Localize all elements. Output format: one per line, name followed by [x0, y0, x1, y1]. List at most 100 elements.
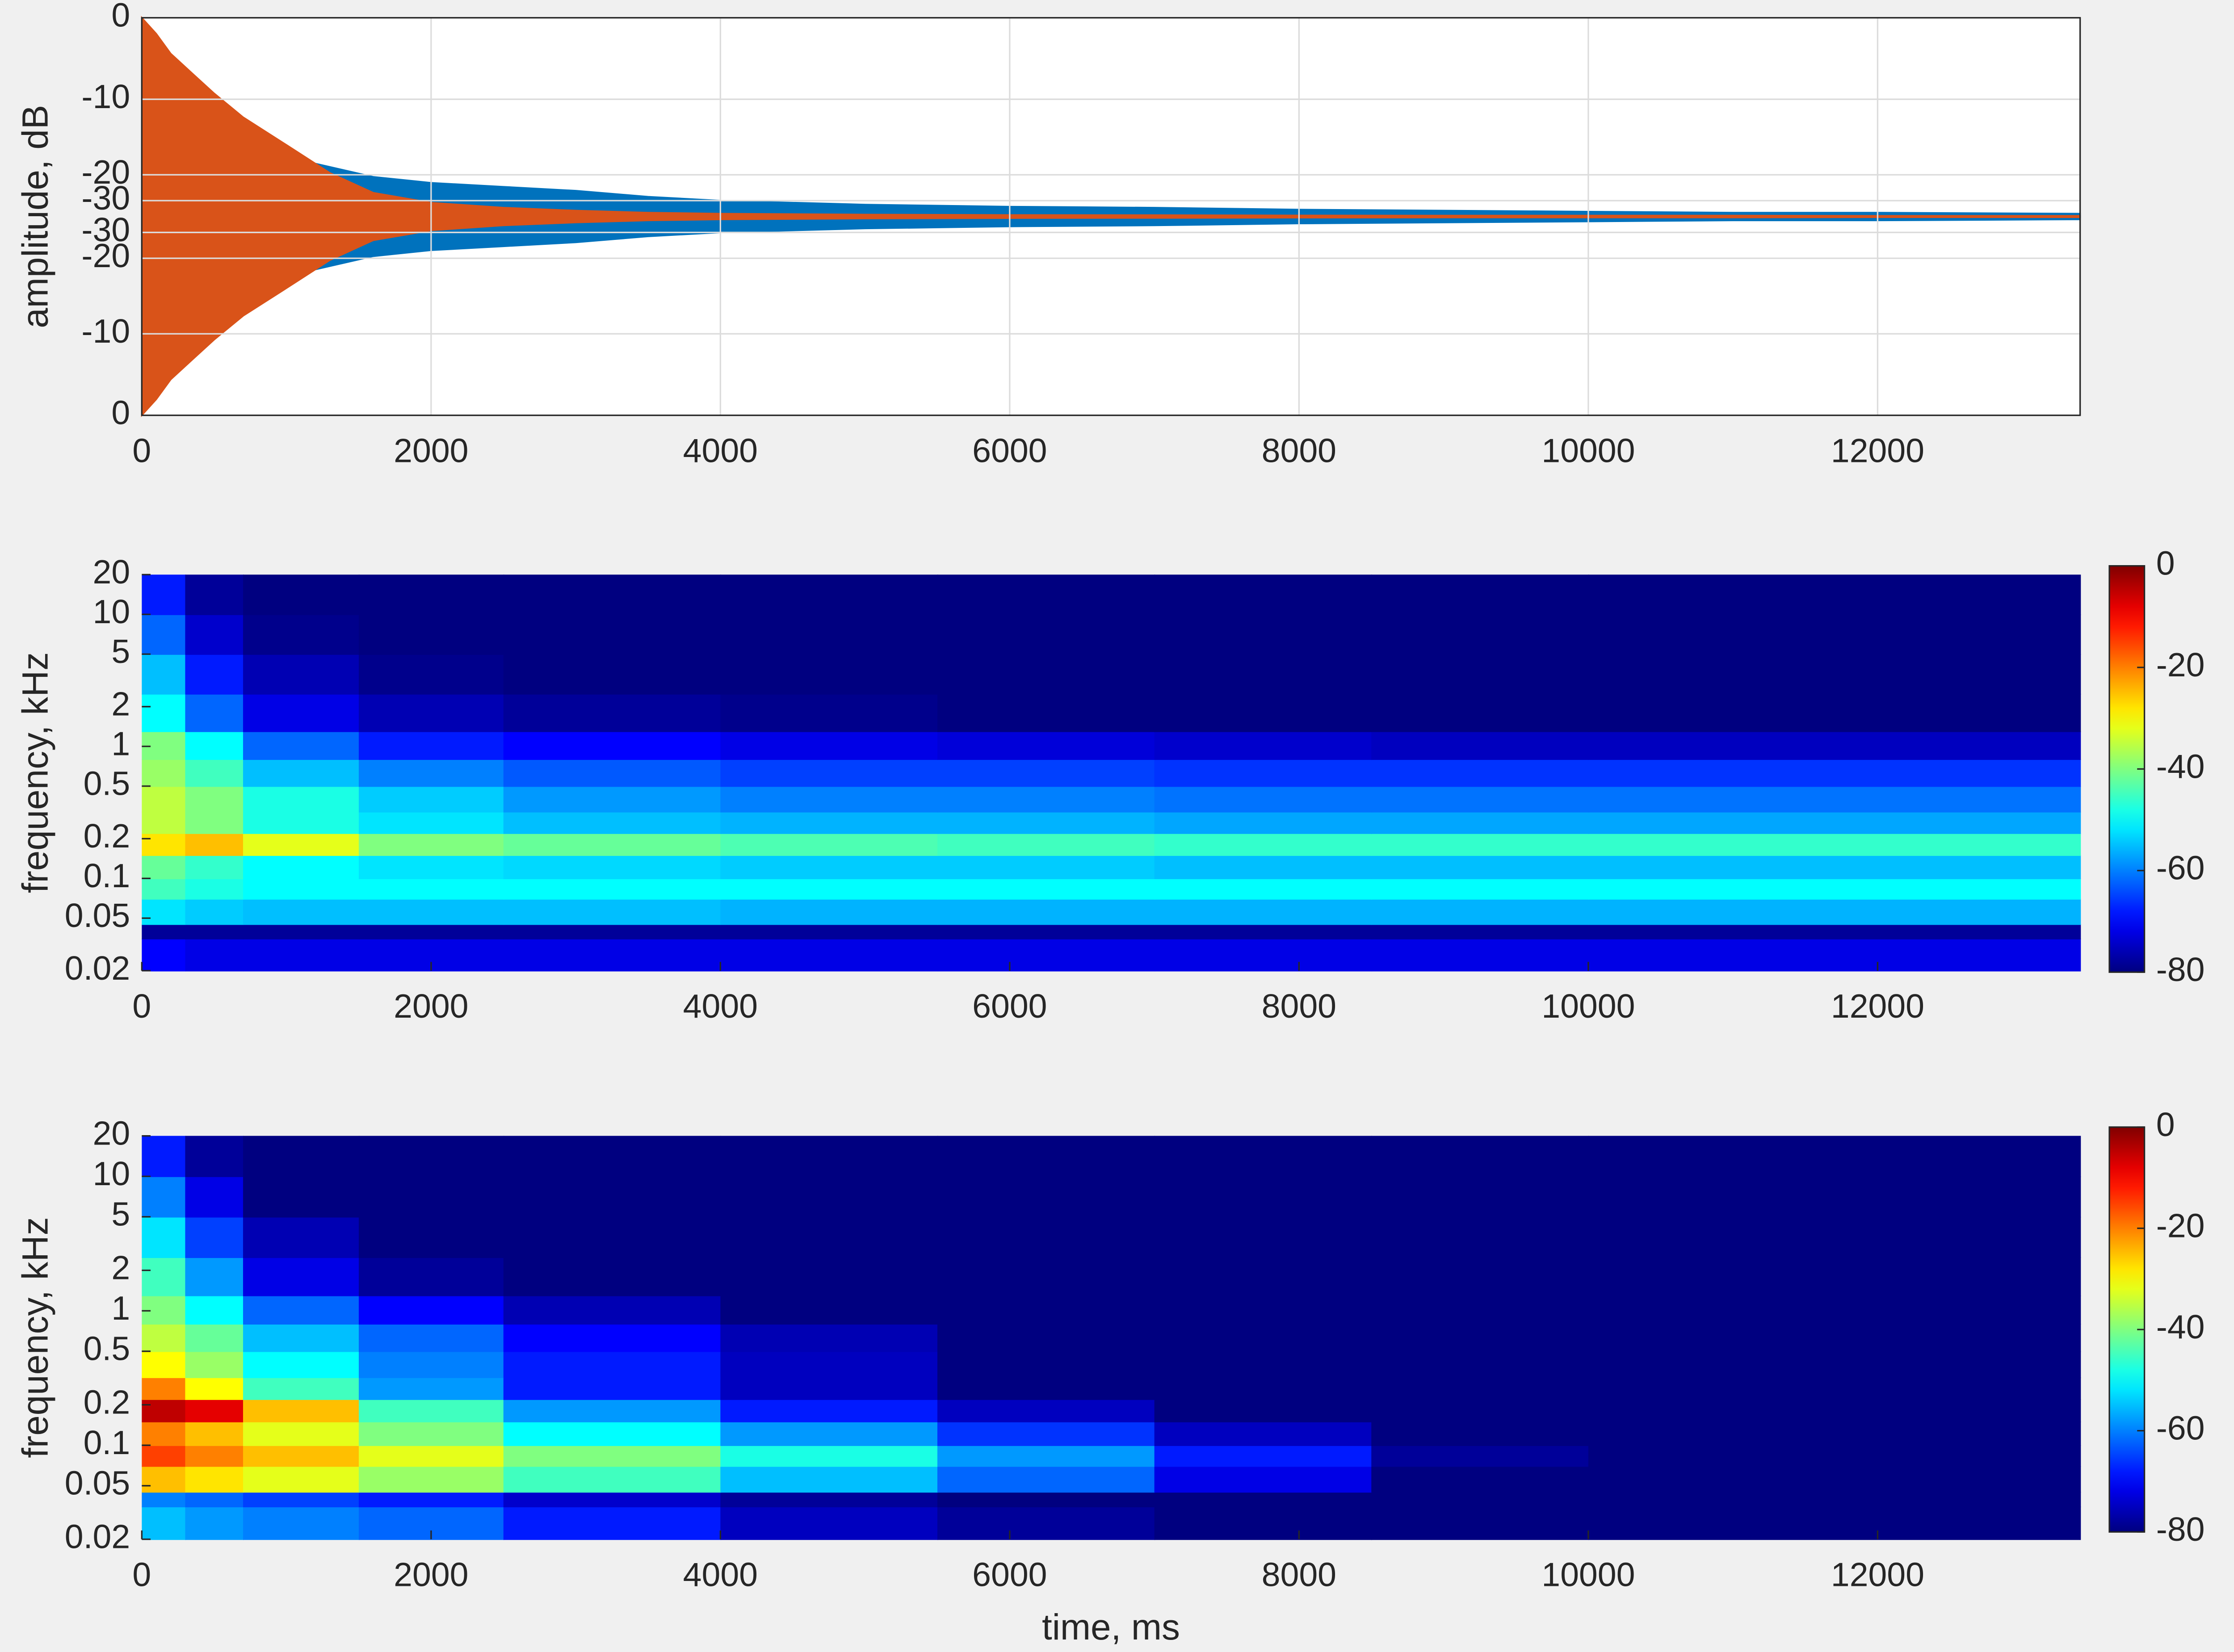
heat-cell — [720, 614, 938, 655]
heat-cell — [142, 924, 186, 939]
x-tick-label: 4000 — [683, 432, 758, 470]
heat-cell — [1588, 833, 2081, 856]
heat-cell — [1154, 812, 1372, 834]
heat-cell — [243, 1216, 360, 1258]
heat-cell — [503, 1492, 721, 1508]
x-tick-label: 2000 — [394, 1556, 468, 1593]
heat-cell — [358, 759, 504, 787]
heat-cell — [1154, 1136, 1372, 1177]
heat-cell — [142, 939, 186, 972]
heat-cell — [358, 1377, 504, 1400]
y-tick-label: 1 — [111, 1289, 130, 1327]
heat-cell — [243, 924, 360, 939]
heat-cell — [358, 1351, 504, 1378]
heat-cell — [1371, 939, 1589, 972]
y-tick-label: 0.1 — [84, 857, 130, 894]
heat-cell — [503, 855, 721, 879]
heat-cell — [1371, 1324, 1589, 1352]
x-tick-label: 12000 — [1831, 987, 1924, 1025]
heat-cell — [142, 614, 186, 655]
heat-cell — [1154, 833, 1372, 856]
heat-cell — [503, 1136, 721, 1177]
heat-cell — [720, 812, 938, 834]
colorbar-tick-label: -40 — [2156, 747, 2205, 785]
heat-cell — [358, 878, 504, 900]
heat-cell — [185, 694, 244, 732]
heat-cell — [185, 574, 244, 615]
y-tick-label: 0.05 — [65, 1464, 130, 1502]
heat-cell — [720, 1421, 938, 1446]
x-tick-label: 2000 — [394, 987, 468, 1025]
heat-cell — [1371, 1216, 1589, 1258]
heat-cell — [1588, 1295, 2081, 1325]
heat-cell — [185, 786, 244, 813]
colorbar-tick-label: -60 — [2156, 849, 2205, 887]
heat-cell — [185, 855, 244, 879]
heat-cell — [142, 855, 186, 879]
y-tick-label: 2 — [111, 1249, 130, 1286]
heat-cell — [142, 1399, 186, 1422]
y-tick-label: 10 — [92, 1155, 130, 1192]
heat-cell — [142, 574, 186, 615]
x-tick-label: 6000 — [972, 987, 1047, 1025]
heat-cell — [937, 878, 1155, 900]
heat-cell — [142, 1506, 186, 1540]
heat-cell — [720, 878, 938, 900]
colorbar-tick-label: 0 — [2156, 1106, 2175, 1143]
heat-cell — [1154, 1445, 1372, 1467]
heat-cell — [937, 731, 1155, 760]
heat-cell — [185, 1136, 244, 1177]
heat-cell — [1371, 1466, 1589, 1493]
heat-cell — [243, 1351, 360, 1378]
heat-cell — [1154, 1377, 1372, 1400]
heat-cell — [937, 1136, 1155, 1177]
heat-cell — [358, 1445, 504, 1467]
x-tick-label: 10000 — [1541, 987, 1635, 1025]
y-axis-label: frequency, kHz — [15, 1217, 56, 1458]
heat-cell — [1154, 1295, 1372, 1325]
heat-cell — [503, 694, 721, 732]
heat-cell — [358, 833, 504, 856]
heat-cell — [185, 1421, 244, 1446]
heat-cell — [358, 812, 504, 834]
y-tick-label: 5 — [111, 633, 130, 670]
heat-cell — [1588, 1506, 2081, 1540]
heat-cell — [243, 786, 360, 813]
heat-cell — [1588, 1492, 2081, 1508]
heat-cell — [1588, 694, 2081, 732]
heat-cell — [1371, 924, 1589, 939]
heat-cell — [1154, 855, 1372, 879]
heat-cell — [503, 924, 721, 939]
heat-cell — [1154, 878, 1372, 900]
heat-cell — [185, 939, 244, 972]
colorbar-tick-label: -80 — [2156, 951, 2205, 988]
heat-cell — [720, 1445, 938, 1467]
heat-cell — [358, 855, 504, 879]
heat-cell — [1371, 1257, 1589, 1296]
heat-cell — [243, 1377, 360, 1400]
y-tick-label: -20 — [81, 153, 130, 191]
heat-cell — [142, 1295, 186, 1325]
heat-cell — [243, 1295, 360, 1325]
heat-cell — [1154, 614, 1372, 655]
heat-cell — [1588, 855, 2081, 879]
heat-cell — [937, 1216, 1155, 1258]
heat-cell — [1588, 924, 2081, 939]
heat-cell — [1588, 1399, 2081, 1422]
heat-cell — [720, 1257, 938, 1296]
x-tick-label: 8000 — [1262, 432, 1336, 470]
y-tick-label: -30 — [81, 179, 130, 217]
x-tick-label: 0 — [132, 987, 151, 1025]
heat-cell — [1154, 759, 1372, 787]
heat-cell — [937, 1257, 1155, 1296]
heat-cell — [1371, 855, 1589, 879]
heat-cell — [1154, 786, 1372, 813]
heat-cell — [142, 878, 186, 900]
heat-cell — [243, 1445, 360, 1467]
heat-cell — [358, 1295, 504, 1325]
heat-cell — [358, 1257, 504, 1296]
heat-cell — [358, 1399, 504, 1422]
heat-cell — [1371, 1445, 1589, 1467]
heat-cell — [503, 1399, 721, 1422]
heat-cell — [142, 1466, 186, 1493]
